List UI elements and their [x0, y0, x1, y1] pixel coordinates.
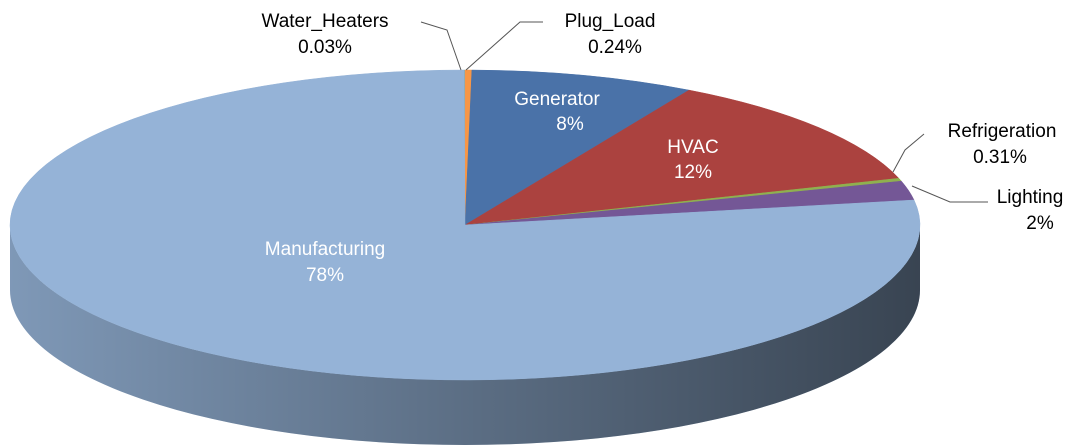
slice — [464, 89, 900, 226]
leader-line — [465, 21, 543, 71]
slice-label: Plug_Load — [565, 11, 656, 32]
slice-label: Manufacturing — [265, 239, 385, 260]
slice-label: HVAC — [667, 137, 718, 158]
value-label: 12% — [674, 162, 712, 183]
leader-line — [911, 185, 988, 203]
value-label: 2% — [1026, 213, 1054, 234]
value-label: 0.31% — [973, 147, 1027, 168]
value-label: 8% — [556, 114, 584, 135]
slice-label: Lighting — [997, 187, 1064, 208]
slice-side-shade — [10, 225, 920, 445]
leader-line — [420, 21, 462, 71]
slice — [9, 69, 921, 381]
slice — [464, 69, 690, 226]
slice-label: Water_Heaters — [261, 11, 388, 32]
value-label: 0.03% — [298, 37, 352, 58]
value-label: 0.24% — [588, 37, 642, 58]
value-label: 78% — [306, 265, 344, 286]
slice-label: Generator — [514, 89, 600, 110]
leader-line — [892, 133, 925, 173]
slice-label: Refrigeration — [948, 121, 1057, 142]
